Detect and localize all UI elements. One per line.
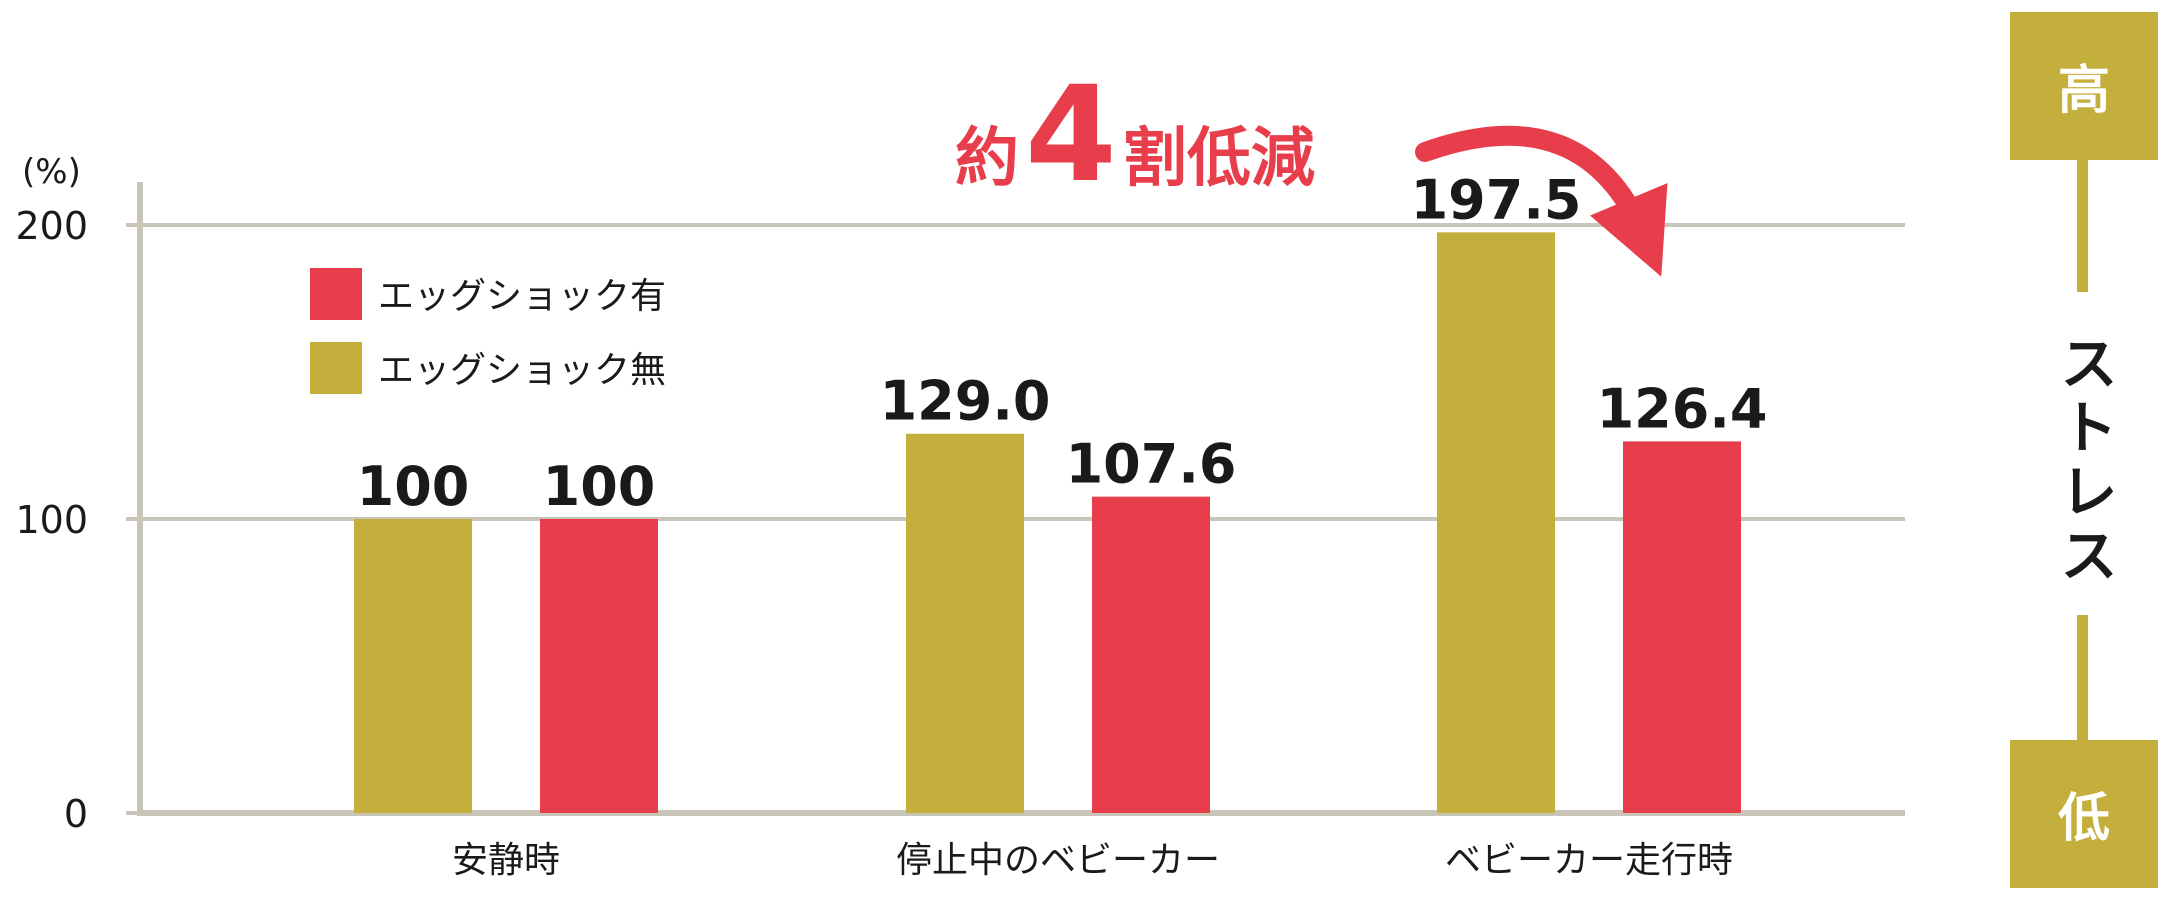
bar (540, 519, 658, 813)
stress-connector-top (2077, 150, 2088, 292)
bar-value-label: 129.0 (880, 370, 1051, 433)
bar-value-label: 126.4 (1597, 377, 1768, 440)
stress-high-box (2010, 12, 2158, 160)
legend-swatch (310, 342, 362, 394)
bar (1623, 441, 1741, 813)
stress-high-label: 高 (2058, 61, 2110, 121)
legend-label: エッグショック有 (378, 276, 666, 317)
stress-axis-label: ストレス (2050, 333, 2118, 589)
stress-connector-bottom (2077, 615, 2088, 745)
y-tick-label: 0 (64, 792, 88, 836)
stress-low-label: 低 (2058, 789, 2110, 849)
legend-swatch (310, 268, 362, 320)
stress-low-box (2010, 740, 2158, 888)
bar (906, 433, 1024, 813)
annotation-arrow (1415, 125, 1668, 277)
bars (354, 232, 1741, 814)
y-tick-label: 100 (15, 498, 88, 542)
bar-value-label: 107.6 (1066, 433, 1237, 496)
category-label: ベビーカー走行時 (1445, 840, 1733, 881)
bar (1437, 232, 1555, 814)
y-unit-label: (%) (22, 152, 81, 192)
bar (1092, 496, 1210, 813)
reduction-annotation: 約4割低減 (955, 58, 1668, 277)
annotation-prefix: 約 (955, 122, 1019, 196)
bar-value-label: 197.5 (1411, 168, 1582, 231)
bar-value-label: 100 (543, 455, 656, 518)
annotation-number: 4 (1025, 58, 1117, 212)
category-label: 停止中のベビーカー (896, 840, 1220, 881)
category-labels: 安静時 停止中のベビーカー ベビーカー走行時 (452, 840, 1733, 881)
svg-text:約4割低減: 約4割低減 (955, 58, 1315, 212)
y-tick-label: 200 (15, 204, 88, 248)
annotation-suffix: 割低減 (1123, 122, 1315, 196)
stress-scale: 高 低 ストレス (2010, 12, 2158, 888)
bar (354, 519, 472, 813)
bar-value-label: 100 (357, 455, 470, 518)
y-tick-labels: 0 100 200 (15, 204, 88, 836)
category-label: 安静時 (452, 840, 560, 881)
legend-label: エッグショック無 (378, 350, 666, 391)
